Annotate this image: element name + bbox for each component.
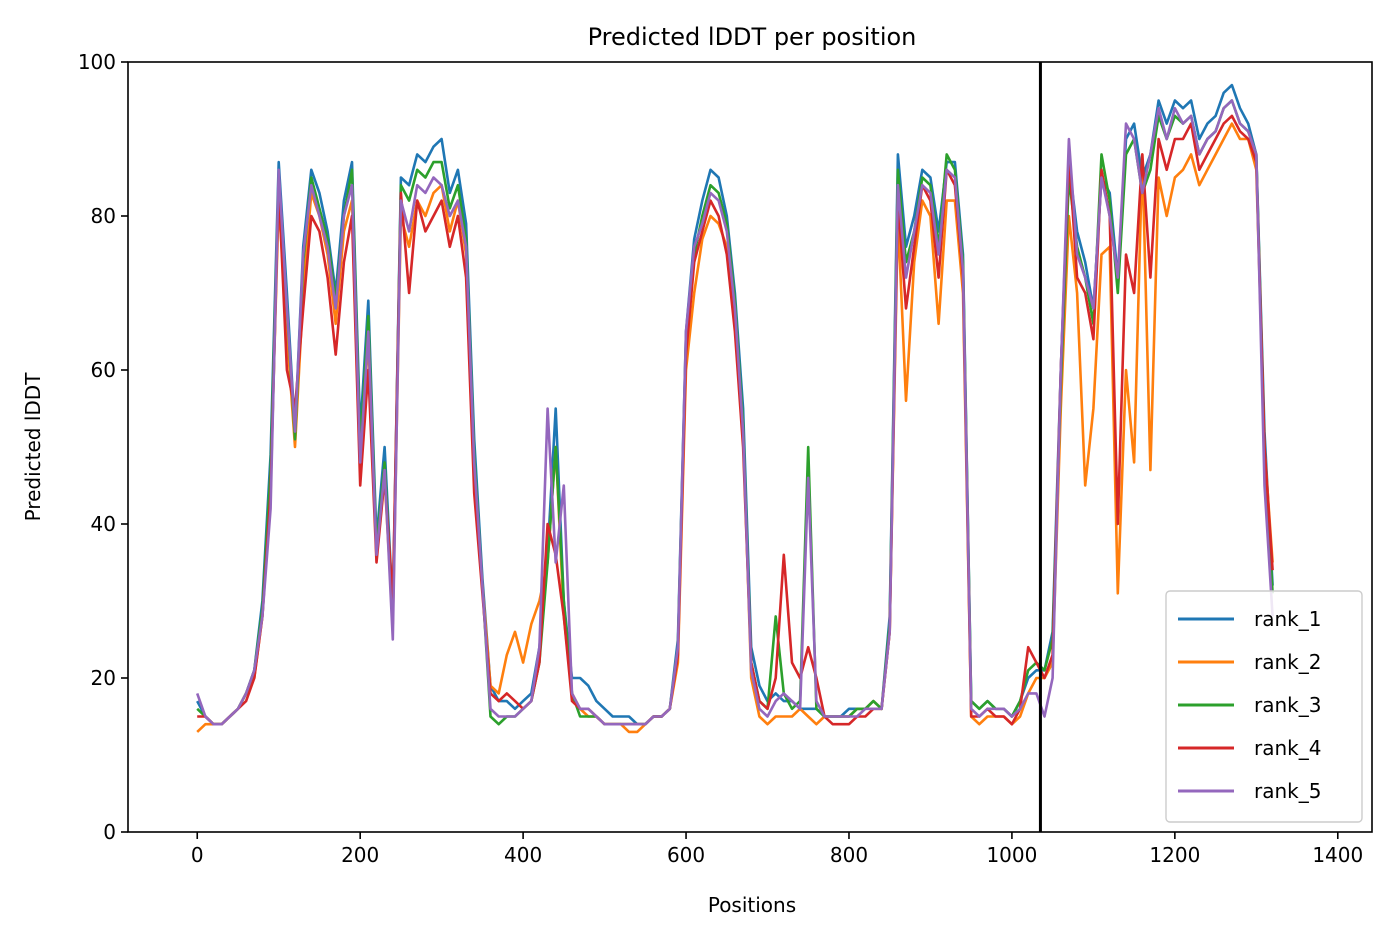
legend-label-rank_5: rank_5 — [1254, 779, 1321, 803]
x-tick-label: 400 — [504, 843, 542, 867]
legend-label-rank_4: rank_4 — [1254, 736, 1321, 760]
x-tick-label: 600 — [667, 843, 705, 867]
y-tick-label: 80 — [91, 204, 116, 228]
x-axis-label: Positions — [708, 893, 796, 917]
y-tick-label: 60 — [91, 358, 116, 382]
legend-label-rank_2: rank_2 — [1254, 650, 1321, 674]
x-axis: 0 200 400 600 800 1000 1200 1400 — [191, 832, 1363, 867]
legend-box — [1165, 590, 1363, 823]
x-tick-label: 1400 — [1312, 843, 1363, 867]
x-tick-label: 1000 — [986, 843, 1037, 867]
series-layer — [195, 83, 1274, 734]
legend-label-rank_3: rank_3 — [1254, 693, 1321, 717]
legend-label-rank_1: rank_1 — [1254, 607, 1321, 631]
series-line-rank_5 — [195, 99, 1274, 726]
y-tick-label: 100 — [78, 50, 116, 74]
x-tick-label: 200 — [341, 843, 379, 867]
y-tick-label: 0 — [103, 820, 116, 844]
plot-area-frame — [127, 61, 1373, 833]
series-line-rank_4 — [197, 114, 1274, 726]
x-tick-label: 0 — [191, 843, 204, 867]
x-tick-label: 1200 — [1149, 843, 1200, 867]
x-tick-label: 800 — [830, 843, 868, 867]
chart-title: Predicted lDDT per position — [588, 23, 917, 51]
y-tick-label: 40 — [91, 512, 116, 536]
y-tick-label: 20 — [91, 666, 116, 690]
y-axis-label: Predicted lDDT — [21, 372, 45, 522]
legend: rank_1 rank_2 rank_3 rank_4 rank_5 — [1165, 590, 1363, 823]
y-axis: 0 20 40 60 80 100 — [78, 50, 128, 844]
